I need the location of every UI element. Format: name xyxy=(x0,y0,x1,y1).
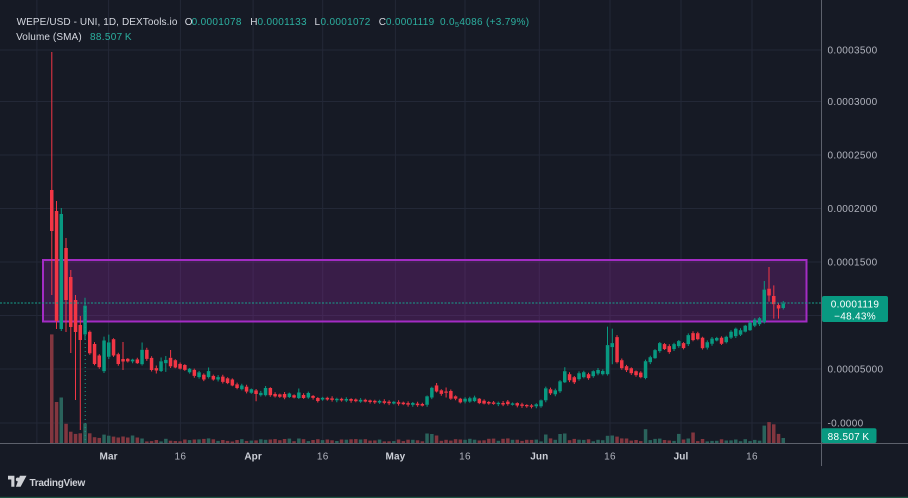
svg-text:Apr: Apr xyxy=(244,451,262,462)
svg-text:0.054086 (+3.79%): 0.054086 (+3.79%) xyxy=(440,17,529,29)
svg-text:16: 16 xyxy=(459,451,471,462)
svg-text:0.00005000: 0.00005000 xyxy=(828,365,884,376)
svg-text:0.0003500: 0.0003500 xyxy=(828,46,878,57)
svg-text:0.0001500: 0.0001500 xyxy=(828,258,878,269)
svg-text:May: May xyxy=(386,451,406,462)
svg-text:88.507 K: 88.507 K xyxy=(828,432,870,443)
svg-text:C: C xyxy=(379,17,386,28)
svg-text:16: 16 xyxy=(746,451,758,462)
svg-text:Jun: Jun xyxy=(530,451,548,462)
svg-text:L: L xyxy=(315,17,321,28)
svg-text:16: 16 xyxy=(175,451,187,462)
svg-text:0.0001072: 0.0001072 xyxy=(321,17,371,28)
svg-text:16: 16 xyxy=(604,451,616,462)
svg-text:0.0001078: 0.0001078 xyxy=(192,17,242,28)
svg-text:Mar: Mar xyxy=(100,451,118,462)
svg-text:88.507 K: 88.507 K xyxy=(90,32,132,43)
svg-text:0.0002000: 0.0002000 xyxy=(828,204,878,215)
svg-text:H: H xyxy=(250,17,257,28)
svg-text:0.0001119: 0.0001119 xyxy=(831,299,880,310)
svg-text:Jul: Jul xyxy=(674,451,689,462)
svg-text:-0.0000: -0.0000 xyxy=(828,419,864,430)
svg-text:0.0002500: 0.0002500 xyxy=(828,151,878,162)
svg-text:0.0001133: 0.0001133 xyxy=(258,17,308,28)
svg-text:TradingView: TradingView xyxy=(30,478,86,489)
svg-text:WEPE/USD - UNI, 1D, DEXTools.i: WEPE/USD - UNI, 1D, DEXTools.io xyxy=(17,17,178,28)
svg-text:−48.43%: −48.43% xyxy=(834,311,876,322)
svg-text:0.0001119: 0.0001119 xyxy=(386,17,435,28)
svg-text:O: O xyxy=(185,17,193,28)
svg-text:16: 16 xyxy=(317,451,329,462)
svg-text:0.0003000: 0.0003000 xyxy=(828,97,878,108)
svg-text:Volume (SMA): Volume (SMA) xyxy=(16,32,82,43)
